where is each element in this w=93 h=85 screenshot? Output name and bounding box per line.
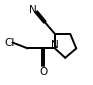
Text: N: N <box>29 5 37 15</box>
Text: O: O <box>39 67 47 77</box>
Text: N: N <box>51 40 59 50</box>
Text: Cl: Cl <box>5 37 15 48</box>
